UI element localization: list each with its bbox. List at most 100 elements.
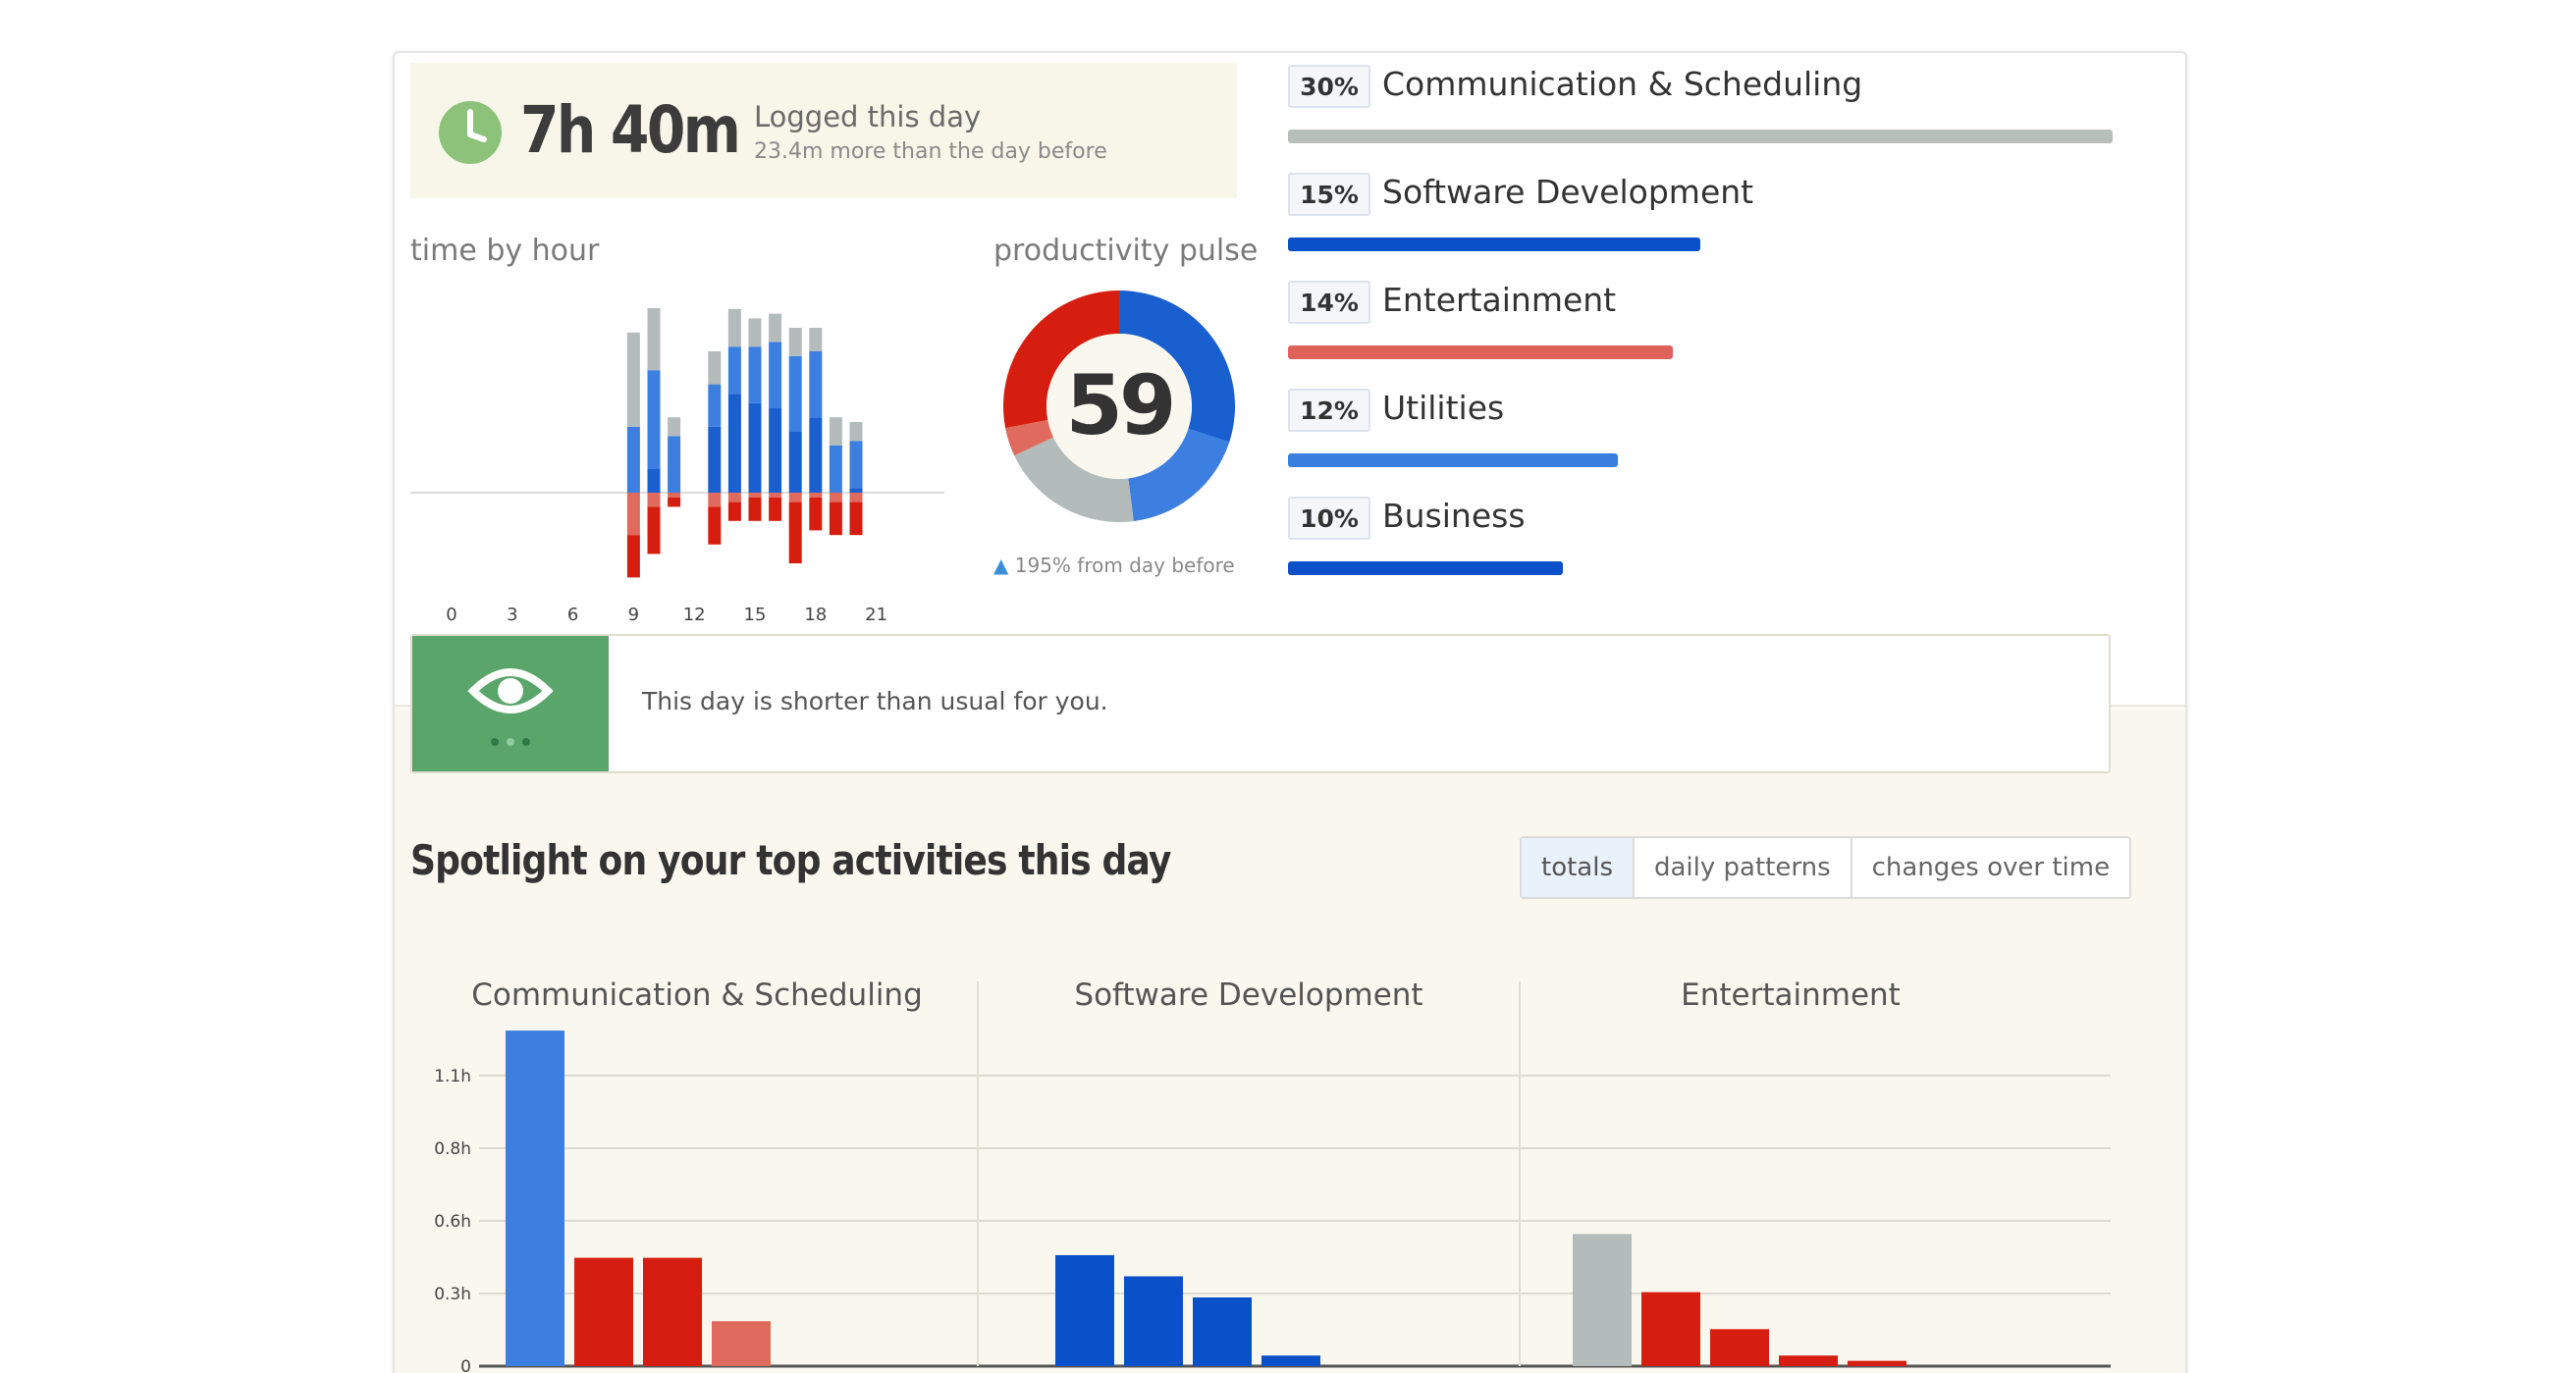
- spotlight-bar: [712, 1321, 771, 1366]
- category-name: Entertainment: [1382, 281, 1617, 319]
- hour-bar: [727, 493, 741, 502]
- hour-bar: [708, 384, 722, 427]
- banner-icon-box: [412, 636, 609, 771]
- hour-bar: [809, 328, 823, 351]
- spotlight-tabs: totals daily patterns changes over time: [1520, 836, 2132, 899]
- spotlight-group-title: Communication & Scheduling: [471, 977, 923, 1013]
- hour-bar: [829, 493, 842, 502]
- hour-bar: [708, 506, 722, 545]
- hour-bar: [668, 493, 681, 498]
- spotlight-bar: [1124, 1276, 1183, 1366]
- tab-totals[interactable]: totals: [1522, 838, 1635, 897]
- banner-text: This day is shorter than usual for you.: [642, 687, 1108, 715]
- spotlight-bar: [1261, 1355, 1320, 1366]
- compare-label: 23.4m more than the day before: [754, 139, 1107, 164]
- pulse-score: 59: [1066, 357, 1173, 453]
- pulse-slice: [1003, 290, 1119, 429]
- tab-daily-patterns[interactable]: daily patterns: [1635, 838, 1852, 897]
- spotlight-title: Spotlight on your top activities this da…: [410, 836, 1171, 884]
- spotlight-bar: [574, 1257, 633, 1366]
- hour-bar: [748, 318, 762, 347]
- hour-bar: [708, 351, 722, 385]
- category-row[interactable]: 15% Software Development: [1288, 167, 2113, 265]
- spotlight-y-tick: 0.3h: [434, 1285, 471, 1304]
- spotlight-bar: [1710, 1329, 1769, 1366]
- category-name: Business: [1382, 497, 1526, 535]
- productivity-pulse-title: productivity pulse: [993, 234, 1259, 268]
- hour-bar: [788, 493, 802, 502]
- hour-tick-label: 3: [507, 605, 517, 625]
- hour-bar: [769, 313, 782, 343]
- hour-tick-label: 18: [804, 605, 827, 625]
- hour-tick-label: 0: [446, 605, 456, 625]
- spotlight-bar: [1779, 1355, 1838, 1366]
- category-bar: [1288, 238, 1700, 251]
- hour-tick-label: 9: [628, 605, 639, 625]
- hour-tick-label: 21: [865, 605, 887, 625]
- hour-bar: [849, 502, 863, 536]
- hour-bar: [708, 493, 722, 507]
- category-percent-badge: 12%: [1288, 389, 1370, 432]
- spotlight-chart: 0 0.3h 0.6h 0.8h 1.1h Communication & Schedul…: [434, 977, 2111, 1373]
- hour-bar: [829, 446, 842, 493]
- tab-changes-over-time[interactable]: changes over time: [1871, 853, 2111, 882]
- daily-summary: 7h 40m Logged this day 23.4m more than t…: [410, 63, 1237, 198]
- hour-bar: [748, 346, 762, 403]
- spotlight-bar: [506, 1030, 564, 1366]
- spotlight-bar: [1573, 1234, 1632, 1366]
- hour-bar: [727, 308, 741, 347]
- category-row[interactable]: 12% Utilities: [1288, 383, 2113, 481]
- hour-bar: [769, 342, 782, 408]
- hour-bar: [809, 351, 823, 418]
- spotlight-y-tick: 0.8h: [434, 1139, 471, 1159]
- hour-bar: [626, 493, 640, 536]
- hour-bar: [626, 535, 640, 578]
- hour-tick-label: 12: [683, 605, 706, 625]
- spotlight-y-tick: 0.6h: [434, 1212, 471, 1232]
- eye-icon: [467, 668, 554, 746]
- clock-icon: [439, 101, 502, 164]
- hour-bar: [788, 431, 802, 493]
- category-name: Communication & Scheduling: [1382, 65, 1863, 103]
- spotlight-y-tick: 0: [460, 1357, 471, 1373]
- pulse-slice: [1014, 437, 1134, 522]
- pulse-slice: [1128, 428, 1230, 522]
- hour-bar: [647, 506, 661, 554]
- hour-bar: [829, 417, 842, 446]
- arrow-up-icon: ▲: [993, 554, 1009, 577]
- hour-bar: [769, 407, 782, 493]
- spotlight-bar: [1848, 1360, 1906, 1366]
- spotlight-y-tick: 1.1h: [434, 1067, 471, 1086]
- category-percent-badge: 15%: [1288, 173, 1370, 216]
- hour-bar: [849, 488, 863, 493]
- pulse-slice: [1119, 290, 1235, 443]
- category-bar: [1288, 561, 1563, 575]
- hour-bar: [668, 436, 681, 493]
- hour-bar: [809, 497, 823, 531]
- time-by-hour-title: time by hour: [410, 234, 600, 268]
- category-row[interactable]: 10% Business: [1288, 491, 2113, 589]
- productivity-pulse-chart: 59: [1003, 290, 1235, 522]
- spotlight-group-title: Entertainment: [1681, 977, 1901, 1013]
- pulse-slice: [1005, 419, 1054, 456]
- spotlight-bar: [1641, 1292, 1700, 1366]
- hour-bar: [849, 422, 863, 442]
- hour-bar: [727, 394, 741, 493]
- category-percent-badge: 10%: [1288, 497, 1370, 540]
- hour-bar: [626, 332, 640, 427]
- hour-bar: [849, 493, 863, 502]
- hour-bar: [647, 308, 661, 371]
- hour-bar: [727, 502, 741, 521]
- category-bar: [1288, 345, 1673, 359]
- category-bar: [1288, 130, 2113, 143]
- time-by-hour-chart: 0 3 6 9 12 15 18 21: [410, 308, 944, 625]
- hour-bar: [748, 493, 762, 498]
- hour-bar: [809, 417, 823, 493]
- category-row[interactable]: 14% Entertainment: [1288, 275, 2113, 373]
- category-row[interactable]: 30% Communication & Scheduling: [1288, 59, 2113, 157]
- insight-banner: This day is shorter than usual for you.: [410, 634, 2111, 773]
- category-percent-badge: 30%: [1288, 65, 1370, 108]
- hour-bar: [788, 502, 802, 563]
- hour-bar: [849, 441, 863, 489]
- hour-bar: [769, 497, 782, 521]
